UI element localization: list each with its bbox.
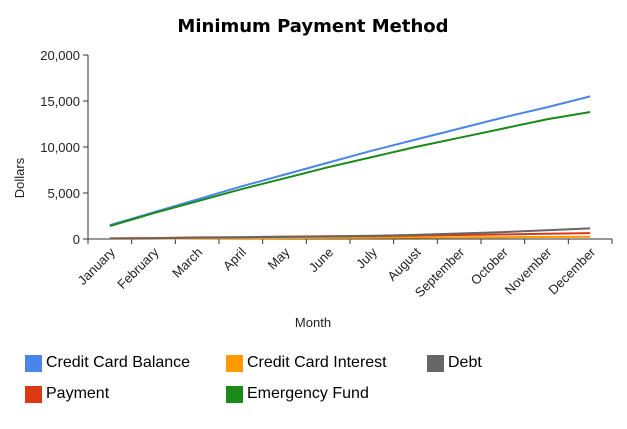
- y-tick-label: 0: [73, 232, 80, 247]
- x-tick-label: February: [114, 244, 162, 292]
- series-line-debt: [109, 227, 591, 240]
- legend-item: Credit Card Balance: [25, 354, 190, 372]
- legend-label: Debt: [448, 354, 482, 371]
- x-tick-label: October: [468, 244, 512, 288]
- legend-swatch: [427, 354, 444, 372]
- legend-item: Emergency Fund: [226, 385, 369, 403]
- series-line-credit-card-balance: [109, 95, 591, 227]
- legend-label: Credit Card Interest: [247, 354, 387, 371]
- legend-label: Credit Card Balance: [46, 354, 191, 371]
- legend-swatch: [226, 385, 243, 403]
- legend-swatch: [25, 385, 42, 403]
- legend-item: Debt: [427, 354, 482, 372]
- y-axis-label: Dollars: [12, 157, 27, 198]
- y-tick-label: 10,000: [40, 140, 80, 155]
- legend-item: Payment: [25, 385, 109, 403]
- x-tick-label: July: [353, 244, 380, 271]
- legend-label: Payment: [46, 385, 110, 402]
- x-tick-label: March: [169, 245, 205, 281]
- y-tick-label: 20,000: [40, 48, 80, 63]
- chart-title: Minimum Payment Method: [177, 16, 448, 37]
- x-axis-label: Month: [295, 315, 331, 330]
- legend-label: Emergency Fund: [247, 385, 369, 402]
- series-line-emergency-fund: [109, 111, 591, 228]
- x-tick-label: January: [75, 244, 119, 288]
- legend-swatch: [25, 354, 42, 372]
- legend-item: Credit Card Interest: [226, 354, 387, 372]
- x-tick-label: May: [265, 244, 293, 272]
- y-tick-label: 15,000: [40, 94, 80, 109]
- x-tick-label: August: [384, 244, 423, 283]
- x-tick-label: December: [545, 244, 598, 297]
- y-tick-label: 5,000: [47, 186, 80, 201]
- x-tick-label: June: [306, 245, 337, 276]
- legend-swatch: [226, 354, 243, 372]
- x-tick-label: April: [220, 244, 249, 273]
